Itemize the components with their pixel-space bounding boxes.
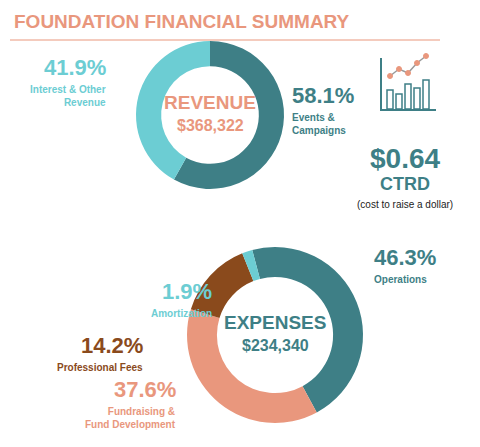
svg-text:CTRD: CTRD <box>380 174 430 194</box>
svg-text:Fundraising &Fund Development: Fundraising &Fund Development <box>85 406 176 430</box>
svg-text:REVENUE: REVENUE <box>164 92 256 113</box>
svg-text:$0.64: $0.64 <box>370 143 440 174</box>
svg-text:Events &Campaigns: Events &Campaigns <box>292 112 346 136</box>
svg-text:14.2%: 14.2% <box>81 333 143 358</box>
svg-text:1.9%: 1.9% <box>162 279 212 304</box>
svg-text:FOUNDATION FINANCIAL SUMMARY: FOUNDATION FINANCIAL SUMMARY <box>14 11 350 32</box>
svg-text:37.6%: 37.6% <box>114 377 176 402</box>
svg-text:41.9%: 41.9% <box>44 55 106 80</box>
svg-text:Professional Fees: Professional Fees <box>57 362 143 373</box>
svg-text:58.1%: 58.1% <box>292 83 354 108</box>
svg-text:(cost to raise a dollar): (cost to raise a dollar) <box>357 199 453 210</box>
svg-text:$234,340: $234,340 <box>242 337 309 354</box>
svg-text:Amortization: Amortization <box>151 308 212 319</box>
svg-text:EXPENSES: EXPENSES <box>224 312 326 333</box>
svg-text:46.3%: 46.3% <box>374 245 436 270</box>
svg-text:Interest & OtherRevenue: Interest & OtherRevenue <box>30 84 106 108</box>
svg-text:Operations: Operations <box>374 274 427 285</box>
svg-text:$368,322: $368,322 <box>177 117 244 134</box>
